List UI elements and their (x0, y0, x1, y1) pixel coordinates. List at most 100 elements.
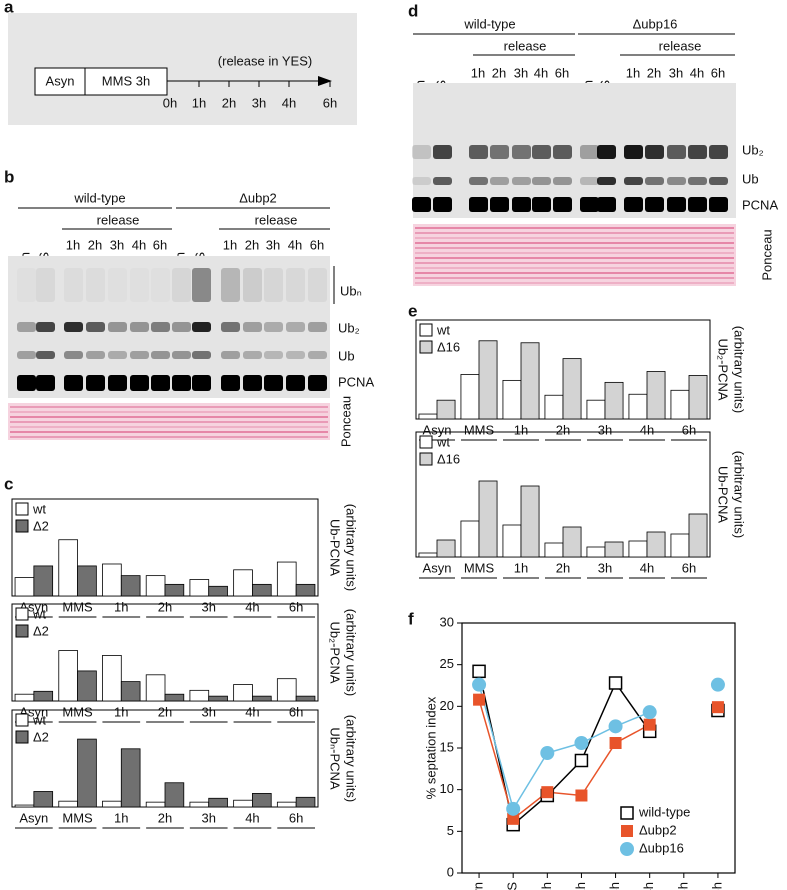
blot-band (64, 351, 83, 359)
point (472, 677, 487, 692)
point (608, 719, 623, 734)
bar (120, 681, 141, 702)
x-tick-label: 1h (114, 704, 128, 719)
point (609, 737, 622, 749)
legend-swatch (419, 323, 433, 337)
band-label: PCNA (338, 374, 374, 389)
x-tick-label: 1h (114, 810, 128, 825)
panel-label: a (4, 0, 14, 16)
bar (418, 413, 438, 420)
blot-band (433, 197, 452, 212)
blot-band (243, 375, 262, 391)
bar (145, 801, 166, 808)
bar (628, 393, 648, 420)
y-tick-label: 10 (440, 781, 454, 796)
bar (252, 793, 272, 808)
bar (520, 485, 540, 558)
blot-band (221, 351, 240, 359)
lane-label: 6h (711, 65, 725, 80)
blot-band (221, 322, 240, 332)
bar (295, 695, 316, 702)
legend-label: wt (32, 606, 46, 621)
bar (102, 563, 122, 597)
blot-band (172, 322, 191, 332)
x-tick-label: 3h (598, 560, 612, 575)
y-axis-label: Ub-PCNA (328, 519, 343, 576)
blot-band (64, 322, 83, 332)
blot-band (130, 375, 149, 391)
blot-band (17, 375, 36, 391)
x-tick-label: 4h (245, 704, 259, 719)
legend-label: Δ2 (33, 518, 49, 533)
bar (544, 394, 564, 420)
bar (233, 799, 253, 808)
blot-band (667, 145, 686, 159)
x-tick-label: 3h (201, 704, 215, 719)
time-label: 0h (163, 95, 177, 110)
lane-label: 6h (310, 237, 324, 252)
blot-band (286, 375, 305, 391)
blot-band (130, 351, 149, 359)
blot-band (308, 375, 327, 391)
lane-label: 3h (266, 237, 280, 252)
legend-label: Δubp2 (639, 822, 677, 837)
x-tick-label: 2h (556, 560, 570, 575)
legend-swatch (15, 519, 29, 533)
blot-band (86, 375, 105, 391)
blot-band (580, 177, 599, 185)
y-axis-label: Ub-PCNA (716, 466, 731, 523)
y-tick-label: 25 (440, 656, 454, 671)
x-tick-label: Asyn (471, 882, 486, 890)
release-label: release (504, 38, 547, 53)
bar (58, 650, 78, 702)
step-box (34, 67, 86, 96)
ponceau-band (415, 232, 734, 234)
bar (14, 577, 35, 597)
bar (189, 801, 210, 808)
y-axis-label: (arbitrary units) (344, 715, 359, 802)
bar (102, 655, 122, 702)
blot-band (286, 322, 305, 332)
point (473, 693, 486, 706)
band-label: Ub (742, 171, 759, 186)
blot-band (151, 375, 170, 391)
blot-band (580, 145, 599, 159)
lane-label: 3h (110, 237, 124, 252)
bar (189, 689, 210, 702)
bar (688, 513, 708, 558)
blot-band (709, 145, 728, 159)
blot-band (17, 268, 36, 302)
step-label: MMS 3h (102, 73, 150, 88)
legend-swatch (15, 624, 29, 638)
bar (688, 375, 708, 420)
ponceau-image (413, 224, 736, 286)
ponceau-image (8, 403, 330, 440)
point (643, 718, 656, 731)
blot-band (243, 268, 262, 302)
blot-band (151, 322, 170, 332)
band-label: Ub₂ (338, 320, 360, 335)
bar (418, 552, 438, 558)
bar (586, 399, 606, 420)
blot-band (108, 268, 127, 302)
blot-band (709, 197, 728, 212)
blot-band (264, 268, 283, 302)
ponceau-band (415, 267, 734, 269)
x-tick-label: MMS (505, 882, 520, 890)
time-label: 3h (252, 95, 266, 110)
panel-label: c (4, 474, 13, 493)
bar (276, 801, 297, 808)
x-tick-label: MMS (464, 422, 495, 437)
bar (478, 480, 498, 558)
time-label: 4h (282, 95, 296, 110)
ponceau-band (415, 242, 734, 244)
blot-band (36, 351, 55, 359)
bar (233, 684, 253, 702)
ponceau-band (415, 282, 734, 284)
bar (670, 389, 690, 420)
bar (33, 565, 54, 597)
blot-band (86, 351, 105, 359)
blot-band (130, 268, 149, 302)
legend-label: wild-type (638, 804, 690, 819)
y-tick-label: 20 (440, 698, 454, 713)
